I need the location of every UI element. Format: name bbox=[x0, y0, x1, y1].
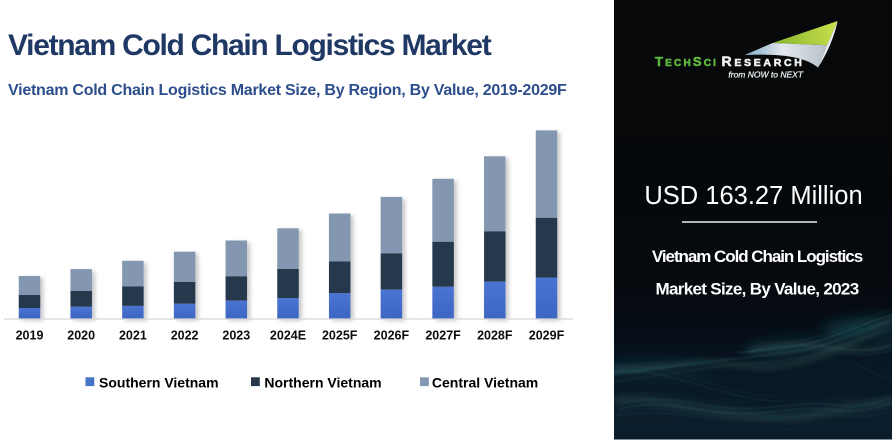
svg-text:USD 163.27 Million: USD 163.27 Million bbox=[644, 182, 862, 210]
svg-text:2021: 2021 bbox=[119, 329, 147, 343]
svg-text:RESEARCH: RESEARCH bbox=[722, 53, 805, 69]
svg-text:Northern Vietnam: Northern Vietnam bbox=[264, 374, 381, 390]
svg-text:2022: 2022 bbox=[171, 329, 199, 343]
svg-text:2026F: 2026F bbox=[374, 329, 410, 343]
svg-text:2020: 2020 bbox=[67, 329, 95, 343]
svg-text:Market Size, By Value, 2023: Market Size, By Value, 2023 bbox=[655, 280, 858, 299]
svg-text:Central Vietnam: Central Vietnam bbox=[432, 374, 538, 390]
svg-text:Vietnam Cold Chain Logistics M: Vietnam Cold Chain Logistics Market bbox=[8, 29, 492, 62]
svg-text:Vietnam Cold Chain Logistics: Vietnam Cold Chain Logistics bbox=[652, 247, 863, 266]
svg-text:2028F: 2028F bbox=[477, 329, 513, 343]
svg-text:2019: 2019 bbox=[16, 329, 44, 343]
svg-text:2027F: 2027F bbox=[425, 329, 461, 343]
svg-text:from NOW to NEXT: from NOW to NEXT bbox=[728, 70, 803, 80]
svg-text:2023: 2023 bbox=[222, 329, 250, 343]
svg-text:Vietnam Cold Chain Logistics M: Vietnam Cold Chain Logistics Market Size… bbox=[8, 82, 567, 99]
svg-text:2025F: 2025F bbox=[322, 329, 358, 343]
svg-text:TECHSCI: TECHSCI bbox=[655, 54, 718, 69]
svg-text:2024E: 2024E bbox=[270, 329, 306, 343]
svg-text:2029F: 2029F bbox=[529, 329, 565, 343]
svg-text:Southern Vietnam: Southern Vietnam bbox=[99, 374, 219, 390]
